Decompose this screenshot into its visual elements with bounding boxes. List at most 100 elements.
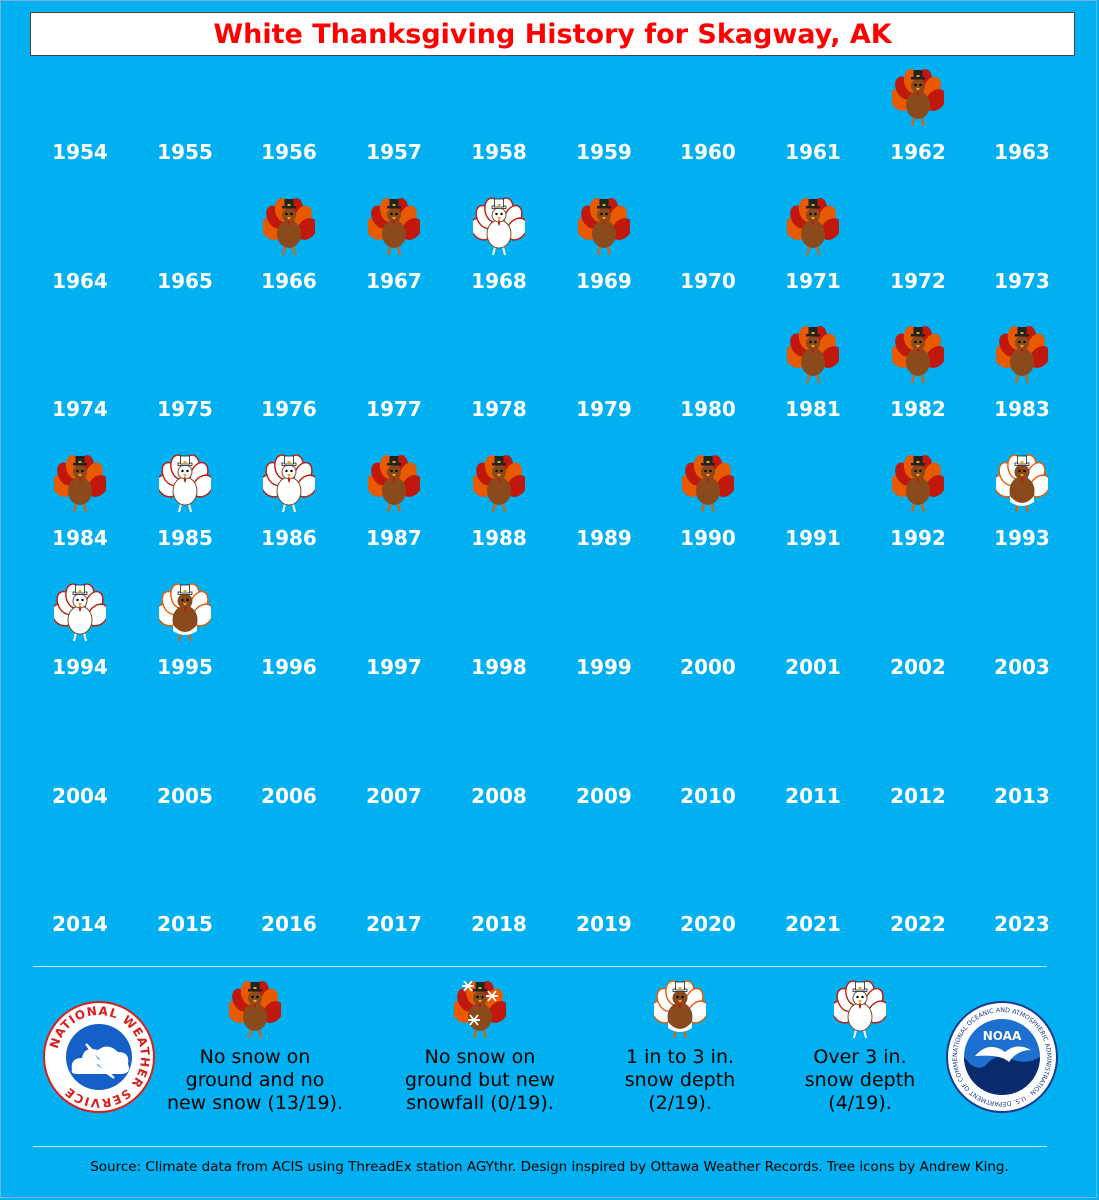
turkey-icon-depth-over-3 <box>54 583 106 642</box>
year-label: 1958 <box>471 140 527 164</box>
year-label: 1995 <box>157 655 213 679</box>
year-cell: 2007 <box>342 688 446 808</box>
year-label: 1976 <box>261 397 317 421</box>
legend-label-line: snow depth <box>804 1069 916 1091</box>
turkey-icon-depth-1-3 <box>159 583 211 642</box>
year-label: 2019 <box>576 912 632 936</box>
legend-label-line: No snow on <box>199 1046 311 1068</box>
year-label: 1977 <box>366 397 422 421</box>
year-label: 1961 <box>785 140 841 164</box>
turkey-icon-new-snow <box>454 980 506 1039</box>
year-cell: 1970 <box>656 173 760 293</box>
turkey-icon-no-snow <box>892 69 944 127</box>
year-label: 2002 <box>890 655 946 679</box>
year-label: 1965 <box>157 269 213 293</box>
year-label: 2003 <box>994 655 1050 679</box>
year-cell: 1975 <box>133 301 237 421</box>
year-label: 1957 <box>366 140 422 164</box>
year-cell: 1976 <box>237 301 341 421</box>
year-cell: 2016 <box>237 816 341 936</box>
source-note: Source: Climate data from ACIS using Thr… <box>90 1159 1009 1175</box>
legend-label-line: ground but new <box>404 1069 556 1091</box>
year-cell: 1988 <box>447 430 551 550</box>
year-grid: 1954 1955 1956 1957 1958 1959 1960 1961 1962 1963… <box>28 44 1074 936</box>
legend-label-line: No snow on <box>424 1046 536 1068</box>
year-cell: 1984 <box>28 430 132 550</box>
year-label: 1987 <box>366 526 422 550</box>
year-label: 2023 <box>994 912 1050 936</box>
year-cell: 1967 <box>342 173 446 293</box>
year-label: 1982 <box>890 397 946 421</box>
year-cell: 1998 <box>447 559 551 679</box>
turkey-icon-no-snow <box>682 455 734 513</box>
year-cell: 1995 <box>133 559 237 679</box>
turkey-icon-no-snow <box>578 198 630 256</box>
turkey-icon-no-snow <box>54 455 106 513</box>
legend-top-divider <box>33 966 1047 967</box>
year-cell: 1980 <box>656 301 760 421</box>
year-cell: 2023 <box>970 816 1074 936</box>
year-label: 1981 <box>785 397 841 421</box>
year-cell: 1981 <box>761 301 865 421</box>
year-label: 2004 <box>52 784 108 808</box>
year-label: 1994 <box>52 655 108 679</box>
year-label: 2005 <box>157 784 213 808</box>
legend-label: Over 3 in. snow depth (4/19). <box>785 1046 935 1115</box>
legend-label: 1 in to 3 in. snow depth (2/19). <box>605 1046 755 1115</box>
turkey-icon-no-snow <box>787 198 839 256</box>
year-cell: 2015 <box>133 816 237 936</box>
year-label: 1968 <box>471 269 527 293</box>
year-cell: 1987 <box>342 430 446 550</box>
year-cell: 2000 <box>656 559 760 679</box>
legend-item-depth-over-3: Over 3 in. snow depth (4/19). <box>785 976 935 1126</box>
turkey-icon-no-snow <box>263 198 315 256</box>
legend-item-no-snow: No snow on ground and no new snow (13/19). <box>150 976 360 1126</box>
year-cell: 1999 <box>552 559 656 679</box>
year-cell: 1977 <box>342 301 446 421</box>
year-label: 2000 <box>680 655 736 679</box>
legend-label-line: 1 in to 3 in. <box>625 1046 735 1068</box>
year-label: 2009 <box>576 784 632 808</box>
year-label: 1960 <box>680 140 736 164</box>
year-cell: 2020 <box>656 816 760 936</box>
year-label: 2007 <box>366 784 422 808</box>
year-cell: 1972 <box>866 173 970 293</box>
legend-bottom-divider <box>33 1146 1047 1147</box>
year-label: 2011 <box>785 784 841 808</box>
year-cell: 1956 <box>237 44 341 164</box>
turkey-icon-no-snow <box>368 455 420 513</box>
year-label: 2021 <box>785 912 841 936</box>
year-label: 1956 <box>261 140 317 164</box>
year-cell: 1971 <box>761 173 865 293</box>
year-cell: 2018 <box>447 816 551 936</box>
year-cell: 2002 <box>866 559 970 679</box>
turkey-icon-no-snow <box>892 326 944 384</box>
year-cell: 1997 <box>342 559 446 679</box>
chart-title: White Thanksgiving History for Skagway, … <box>213 18 892 50</box>
year-label: 1997 <box>366 655 422 679</box>
year-cell: 2003 <box>970 559 1074 679</box>
year-cell: 1963 <box>970 44 1074 164</box>
year-cell: 2001 <box>761 559 865 679</box>
turkey-icon-depth-1-3 <box>654 980 706 1039</box>
year-cell: 2021 <box>761 816 865 936</box>
year-label: 2020 <box>680 912 736 936</box>
year-label: 1980 <box>680 397 736 421</box>
year-label: 1970 <box>680 269 736 293</box>
year-cell: 1986 <box>237 430 341 550</box>
legend-label-line: (2/19). <box>648 1092 712 1114</box>
turkey-icon-no-snow <box>787 326 839 384</box>
noaa-logo-icon: NOAA NATIONAL OCEANIC AND ATMOSPHERIC AD… <box>945 1000 1058 1113</box>
year-cell: 1989 <box>552 430 656 550</box>
year-cell: 2012 <box>866 688 970 808</box>
svg-text:NOAA: NOAA <box>983 1029 1022 1043</box>
year-cell: 1993 <box>970 430 1074 550</box>
legend-label-line: Over 3 in. <box>813 1046 907 1068</box>
year-cell: 1994 <box>28 559 132 679</box>
year-cell: 1985 <box>133 430 237 550</box>
year-label: 2001 <box>785 655 841 679</box>
year-label: 1996 <box>261 655 317 679</box>
year-cell: 1974 <box>28 301 132 421</box>
year-label: 1978 <box>471 397 527 421</box>
